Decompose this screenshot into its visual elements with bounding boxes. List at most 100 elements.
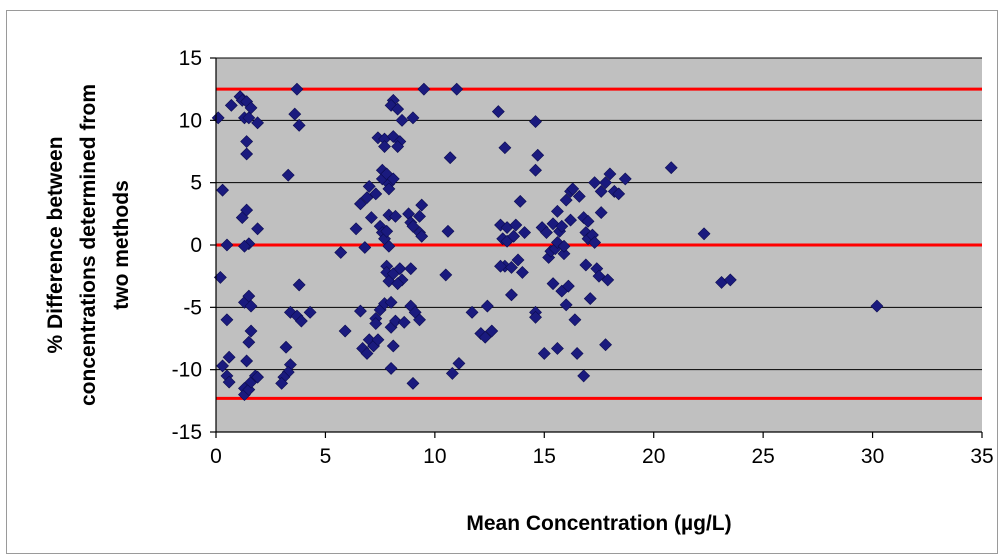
data-point <box>354 197 367 211</box>
data-point <box>362 179 376 193</box>
y-tick-label: 5 <box>190 172 202 195</box>
data-point <box>389 209 402 223</box>
axes <box>210 57 983 438</box>
data-point <box>588 236 602 249</box>
data-point <box>238 239 251 253</box>
data-point <box>391 102 405 116</box>
data-point <box>599 176 612 190</box>
data-point <box>406 219 420 233</box>
data-point <box>531 148 545 162</box>
y-tick-label: -15 <box>172 421 202 444</box>
data-point <box>618 172 632 186</box>
data-point <box>491 105 505 119</box>
y-axis-title-line: concentrations determined from <box>77 84 100 406</box>
data-point <box>288 107 302 121</box>
x-tick-label: 25 <box>751 445 774 468</box>
data-point <box>349 222 363 236</box>
data-point <box>592 269 606 283</box>
data-point <box>222 375 236 389</box>
data-point <box>452 357 466 370</box>
data-point <box>579 258 593 272</box>
data-point <box>550 342 564 355</box>
reference-lines <box>216 87 982 400</box>
data-point <box>581 214 595 228</box>
data-point <box>413 313 426 327</box>
data-point <box>216 183 229 197</box>
data-point <box>406 376 420 390</box>
data-point <box>391 277 405 291</box>
data-point <box>572 189 586 203</box>
data-point <box>358 241 372 254</box>
data-point <box>494 259 507 273</box>
data-point <box>599 338 612 352</box>
data-point <box>404 262 418 276</box>
data-point <box>240 135 254 148</box>
data-point <box>441 224 455 238</box>
x-tick-label: 5 <box>320 445 332 468</box>
data-point <box>505 288 518 302</box>
data-point <box>386 339 400 353</box>
data-point <box>364 211 378 224</box>
x-tick-label: 35 <box>970 445 993 468</box>
data-point <box>505 261 518 274</box>
x-tick-label: 10 <box>423 445 446 468</box>
data-point <box>244 324 258 338</box>
data-point <box>369 187 383 201</box>
data-point <box>439 268 453 282</box>
data-point <box>240 203 254 217</box>
data-point <box>557 247 571 261</box>
data-point <box>511 253 525 267</box>
data-point <box>220 313 234 327</box>
data-point <box>386 172 400 186</box>
data-point <box>413 209 426 223</box>
data-point <box>465 305 479 319</box>
data-point <box>513 194 527 208</box>
y-axis-title-line: % Difference between <box>44 136 67 353</box>
data-point <box>240 354 254 368</box>
data-point <box>391 140 405 153</box>
data-point <box>292 278 306 292</box>
data-point <box>360 191 374 205</box>
data-point <box>594 206 608 220</box>
data-point <box>371 333 385 347</box>
data-point <box>568 313 582 327</box>
y-tick-label: 0 <box>190 234 202 257</box>
data-point <box>870 299 884 313</box>
data-point <box>529 310 542 324</box>
data-point <box>279 340 293 354</box>
data-point <box>450 82 464 96</box>
data-point <box>583 292 597 306</box>
data-point <box>550 204 564 218</box>
data-point <box>529 163 542 177</box>
data-point <box>603 167 617 181</box>
data-point <box>294 314 308 328</box>
data-point <box>222 350 236 364</box>
data-point <box>384 295 398 309</box>
data-point <box>397 315 411 329</box>
data-point <box>251 116 265 130</box>
x-axis-tick-labels: 0 5 10 15 20 25 30 35 <box>210 445 994 468</box>
data-point <box>561 279 575 293</box>
data-point <box>564 213 577 227</box>
data-point <box>382 182 396 196</box>
data-point <box>369 317 383 330</box>
data-point <box>281 168 295 182</box>
data-point <box>515 266 529 279</box>
data-point <box>557 239 571 253</box>
data-point <box>566 182 580 196</box>
y-axis-title-line: two methods <box>110 180 133 310</box>
x-axis-title: Mean Concentration (µg/L) <box>466 512 731 535</box>
data-point <box>334 246 348 259</box>
data-point <box>251 222 265 236</box>
data-point <box>577 369 591 383</box>
data-point <box>485 324 499 338</box>
data-point <box>378 140 391 153</box>
data-point <box>224 98 238 112</box>
x-tick-label: 15 <box>533 445 556 468</box>
data-point <box>382 239 396 253</box>
data-point <box>498 141 512 155</box>
data-point <box>338 324 352 338</box>
data-point <box>588 176 602 190</box>
y-tick-label: 15 <box>179 47 202 70</box>
data-point <box>723 273 737 287</box>
